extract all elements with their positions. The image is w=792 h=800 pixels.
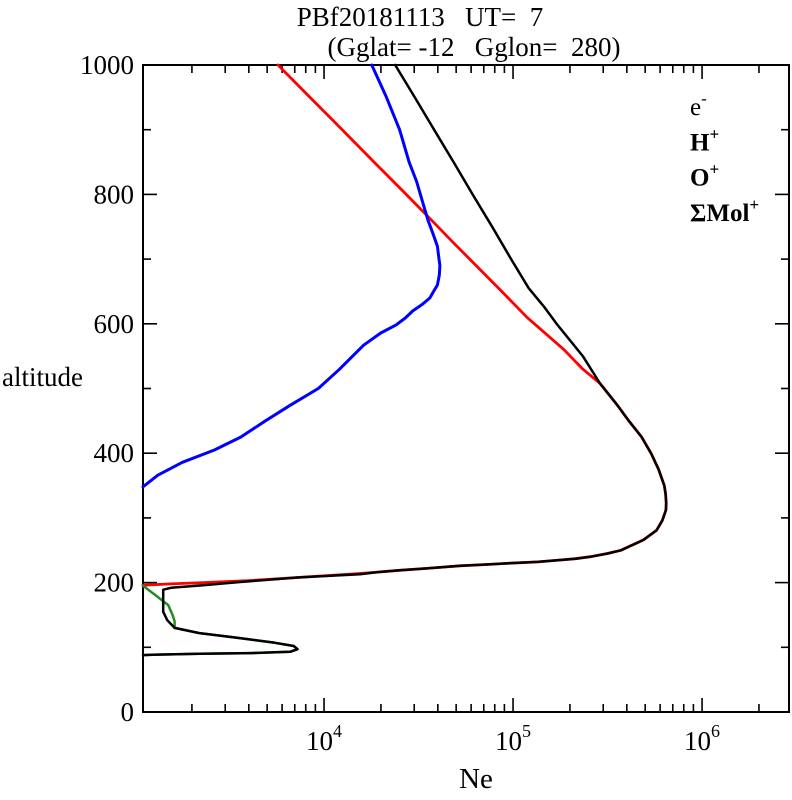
y-tick-label: 400	[94, 438, 135, 468]
x-tick-labels: 104 105 106	[306, 721, 720, 756]
curve-hydrogen-ion	[141, 63, 442, 489]
chart-subtitle: (Gglat= -12 Gglon= 280)	[328, 32, 621, 62]
y-tick-labels: 0 200 400 600 800 1000	[80, 50, 134, 727]
y-tick-label: 600	[94, 309, 135, 339]
x-tick-label: 106	[684, 721, 720, 756]
y-axis-ticks	[143, 64, 789, 713]
legend-entry-hydrogen-ion: H+	[690, 124, 719, 156]
x-axis-ticks	[191, 65, 760, 712]
y-axis-label: altitude	[2, 362, 83, 392]
curve-electron	[141, 63, 668, 657]
y-tick-label: 0	[121, 697, 135, 727]
chart-legend: e-H+ O+ΣMol+	[690, 89, 759, 227]
y-tick-label: 1000	[80, 50, 134, 80]
y-tick-label: 800	[94, 179, 135, 209]
legend-entry-oxygen-ion: O+	[690, 160, 719, 192]
legend-entry-molecular-ions: ΣMol+	[690, 195, 759, 227]
x-tick-label: 104	[306, 721, 342, 756]
density-curves	[141, 63, 668, 657]
plot-frame	[142, 64, 790, 713]
x-tick-label: 105	[495, 721, 531, 756]
y-tick-label: 200	[94, 568, 135, 598]
chart-title: PBf20181113 UT= 7	[297, 2, 543, 32]
legend-entry-electron: e-	[690, 89, 707, 121]
x-axis-label: Ne	[459, 763, 493, 795]
